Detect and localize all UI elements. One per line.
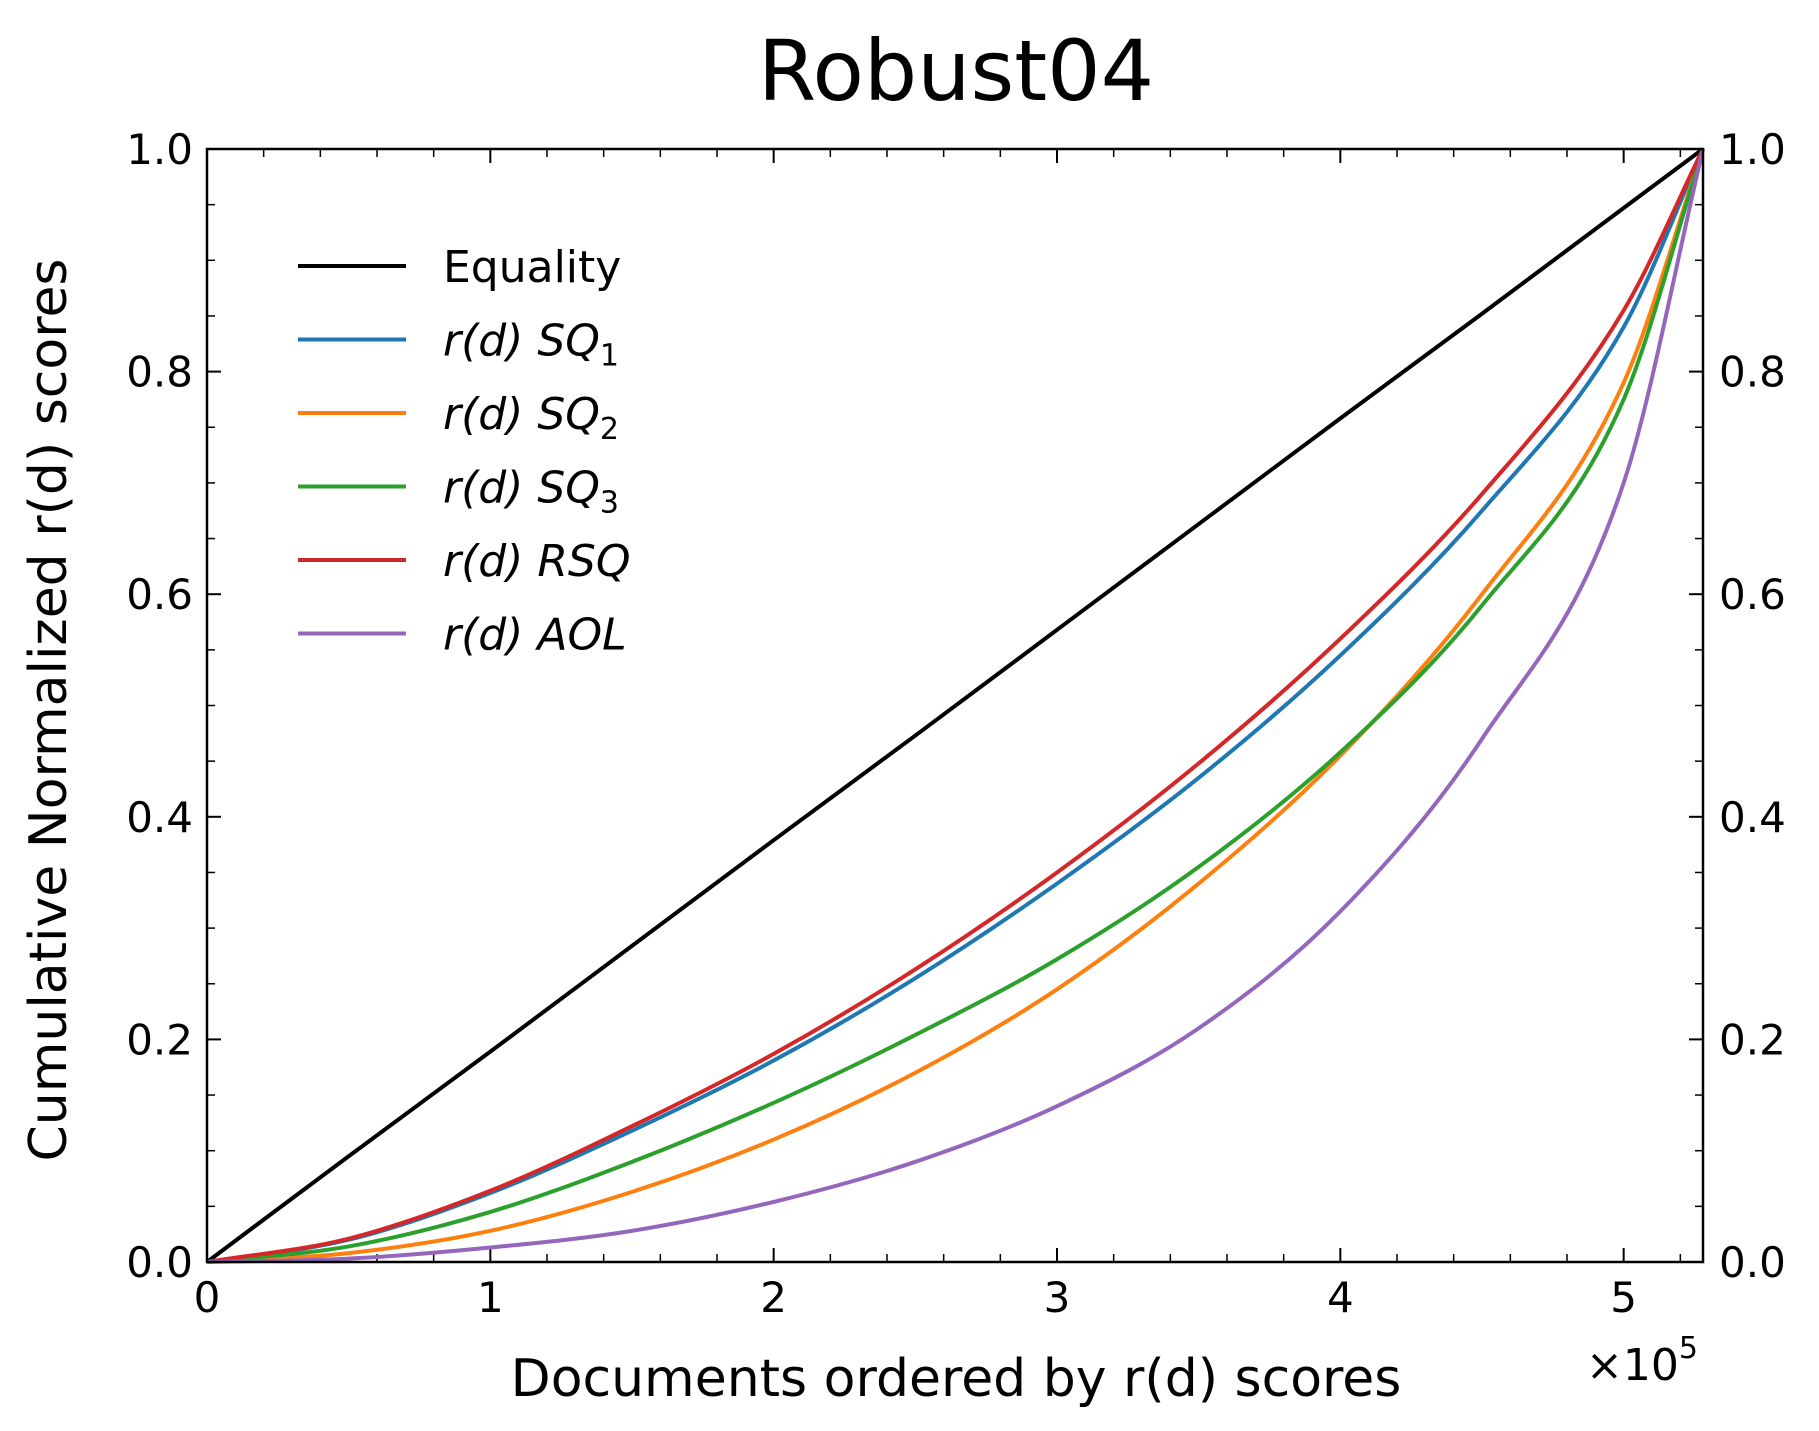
x-tick-label: 1: [477, 1273, 504, 1322]
series-line-sq1: [206, 148, 1705, 1264]
y-axis-label: Cumulative Normalized r(d) scores: [19, 258, 79, 1161]
x-offset-label: ×105: [1586, 1331, 1698, 1391]
legend-label-sq1: r(d) SQ1: [443, 316, 619, 374]
y-tick-label: 0.8: [126, 348, 193, 397]
x-offset-base: ×10: [1586, 1340, 1679, 1391]
legend-label-sq3: r(d) SQ3: [443, 463, 619, 521]
x-tick-label: 3: [1044, 1273, 1071, 1322]
y-tick-label-right: 0.8: [1719, 348, 1786, 397]
chart-title: Robust04: [758, 22, 1154, 120]
x-tick-label: 4: [1327, 1273, 1354, 1322]
y-tick-label-right: 1.0: [1719, 125, 1786, 174]
y-tick-label-right: 0.0: [1719, 1238, 1786, 1287]
plot-frame: [205, 147, 1705, 1264]
series-line-aol: [206, 148, 1705, 1264]
legend-label-sq2: r(d) SQ2: [443, 389, 619, 447]
y-tick-label: 0.2: [126, 1015, 193, 1064]
series-line-sq3: [206, 148, 1705, 1264]
y-tick-label: 0.0: [126, 1238, 193, 1287]
series-line-rsq: [206, 148, 1705, 1264]
legend-label-rsq: r(d) RSQ: [443, 536, 630, 587]
ticks-layer: 0 1 2 3 4 5 0.0 0.0 0.2 0.2 0.4 0.4 0.6 0.6 0.8 0.8 1.0 1…: [126, 125, 1786, 1322]
x-tick-label: 0: [194, 1273, 221, 1322]
series-line-sq2: [206, 148, 1705, 1264]
legend-label-equality: Equality: [443, 242, 621, 293]
x-tick-label: 2: [760, 1273, 787, 1322]
x-offset-exponent: 5: [1679, 1331, 1698, 1366]
y-tick-label: 1.0: [126, 125, 193, 174]
y-tick-label: 0.4: [126, 793, 193, 842]
legend-label-aol: r(d) AOL: [443, 610, 627, 661]
y-tick-label-right: 0.4: [1719, 793, 1786, 842]
x-axis-label: Documents ordered by r(d) scores: [511, 1349, 1402, 1409]
plot-area: [205, 147, 1705, 1264]
series-line-equality: [205, 147, 1705, 1264]
y-tick-label-right: 0.2: [1719, 1015, 1786, 1064]
legend: Equality r(d) SQ1 r(d) SQ2 r(d) SQ3 r(d) RSQ…: [298, 242, 630, 661]
y-tick-label-right: 0.6: [1719, 570, 1786, 619]
y-tick-label: 0.6: [126, 570, 193, 619]
x-tick-label: 5: [1610, 1273, 1637, 1322]
